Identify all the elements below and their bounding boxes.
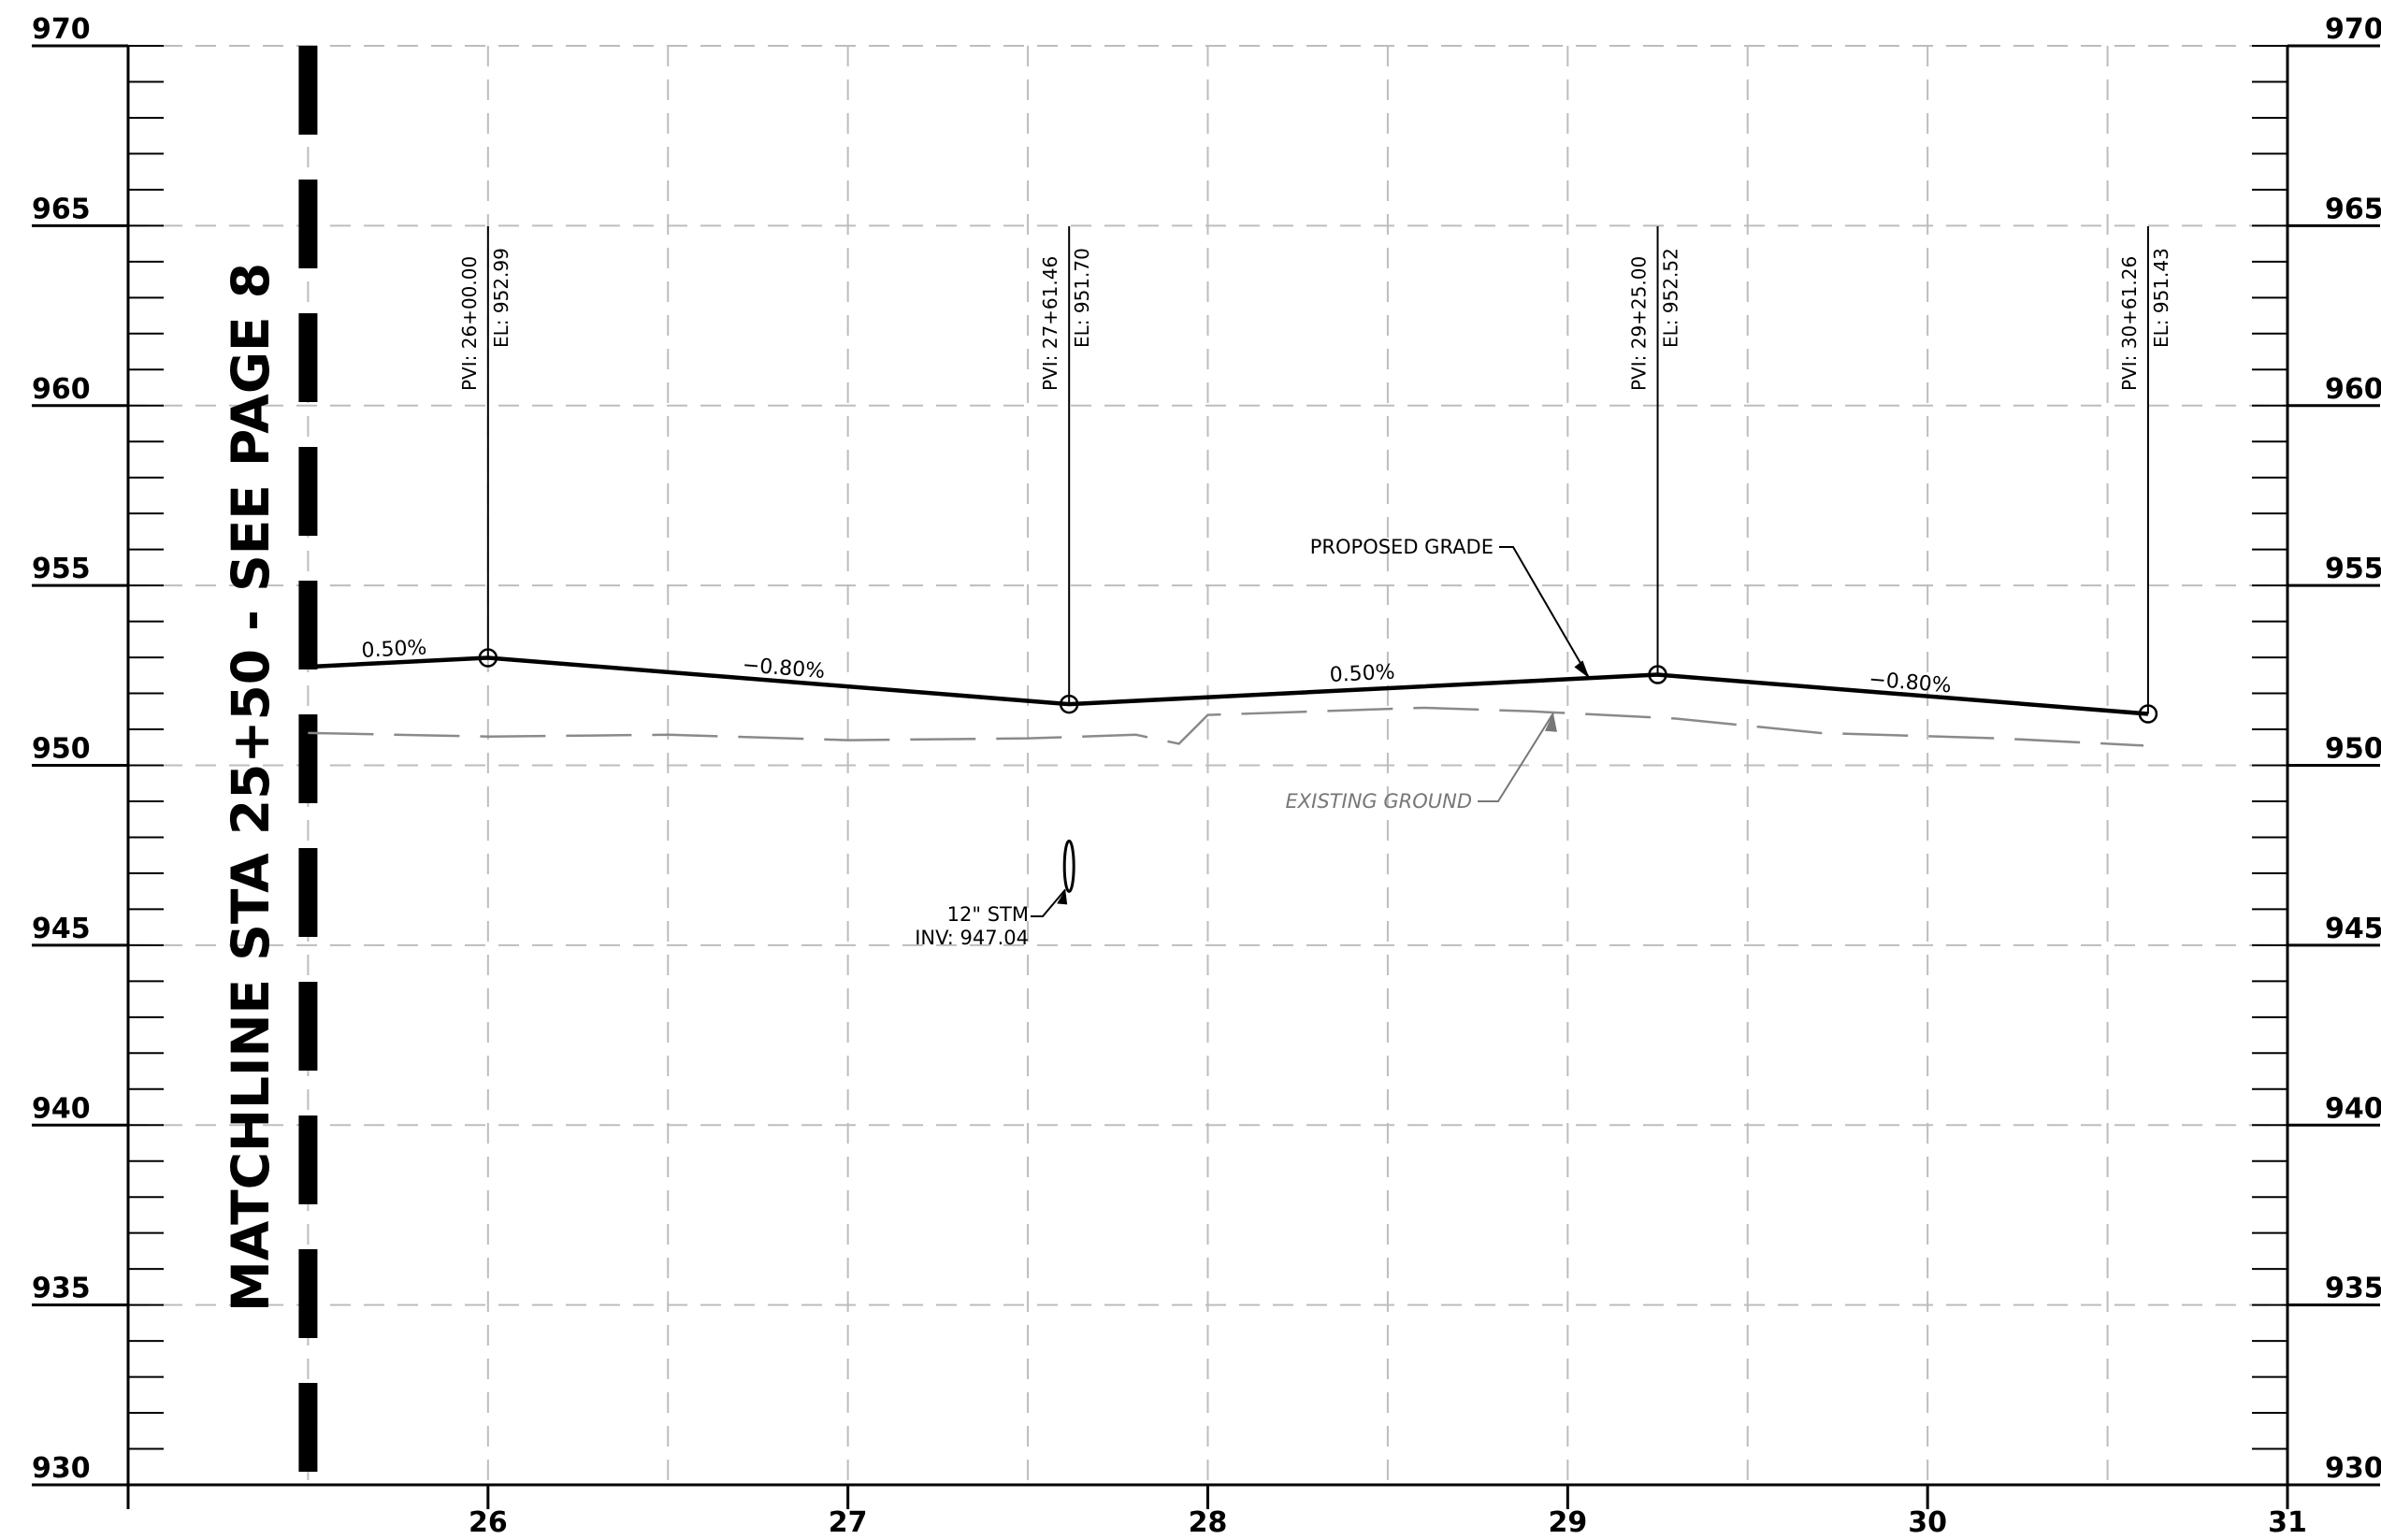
left-elevation-label: 950 [32,733,91,766]
pvi-marker [2138,704,2158,724]
grade-label: 0.50% [361,636,427,662]
annotations: PROPOSED GRADE EXISTING GROUND 12" STM I… [915,536,1591,949]
storm-pipe-arrowhead [1057,889,1068,905]
storm-pipe-invert-label: INV: 947.04 [915,927,1029,949]
pvi-marker [1059,694,1079,714]
pvi-station-label: PVI: 29+25.00 [1628,256,1651,391]
station-label: 30 [1908,1506,1947,1539]
right-elevation-label: 945 [2325,913,2381,945]
pvi-marker [1648,665,1667,684]
existing-ground-layer [308,706,2144,747]
grid [128,45,2287,1485]
left-elevation-label: 930 [32,1452,91,1485]
existing-ground-note: EXISTING GROUND [1286,790,1473,813]
pvi-elevation-label: EL: 951.43 [2150,248,2172,348]
pvi-elevation-label: EL: 952.52 [1660,248,1682,348]
left-elevation-label: 965 [32,193,91,225]
station-label: 29 [1548,1506,1587,1539]
right-elevation-label: 950 [2325,733,2381,766]
left-elevation-label: 945 [32,913,91,945]
left-elevation-label: 970 [32,13,91,46]
proposed-grade-arrowhead [1574,660,1590,679]
station-label: 31 [2268,1506,2307,1539]
station-label: 26 [469,1506,508,1539]
left-elevation-label: 940 [32,1092,91,1125]
right-elevation-label: 970 [2325,13,2381,46]
left-elevation-label: 955 [32,553,91,585]
storm-pipe-symbol [1062,839,1075,893]
pvi-marker [478,648,498,668]
station-label: 27 [829,1506,868,1539]
existing-ground-line [308,706,2144,747]
storm-pipe-size-label: 12" STM [947,903,1029,926]
pvi-labels: PVI: 26+00.00 EL: 952.99 PVI: 27+61.46 EL: … [458,226,2172,724]
pvi-elevation-label: EL: 952.99 [490,248,512,348]
existing-ground-leader [1478,712,1554,802]
matchline: MATCHLINE STA 25+50 - SEE PAGE 8 [221,46,318,1485]
right-elevation-label: 960 [2325,373,2381,406]
pvi-station-label: PVI: 27+61.46 [1039,256,1061,391]
right-elevation-label: 935 [2325,1273,2381,1305]
proposed-grade-leader [1499,546,1591,679]
axes: 930 930 935 935 940 940 945 945 950 950 955 955 960 9… [32,13,2381,1539]
right-elevation-label: 965 [2325,193,2381,225]
storm-pipe-leader [1031,888,1066,917]
grade-label: 0.50% [1329,661,1395,687]
proposed-grade-note: PROPOSED GRADE [1310,536,1494,558]
matchline-label: MATCHLINE STA 25+50 - SEE PAGE 8 [221,263,281,1312]
pvi-station-label: PVI: 30+61.26 [2118,256,2141,391]
left-elevation-label: 960 [32,373,91,406]
pvi-station-label: PVI: 26+00.00 [458,256,481,391]
existing-ground-arrowhead [1544,712,1557,732]
station-label: 28 [1189,1506,1228,1539]
right-elevation-label: 940 [2325,1092,2381,1125]
right-elevation-label: 930 [2325,1452,2381,1485]
pvi-elevation-label: EL: 951.70 [1071,248,1093,348]
left-elevation-label: 935 [32,1273,91,1305]
right-elevation-label: 955 [2325,553,2381,585]
